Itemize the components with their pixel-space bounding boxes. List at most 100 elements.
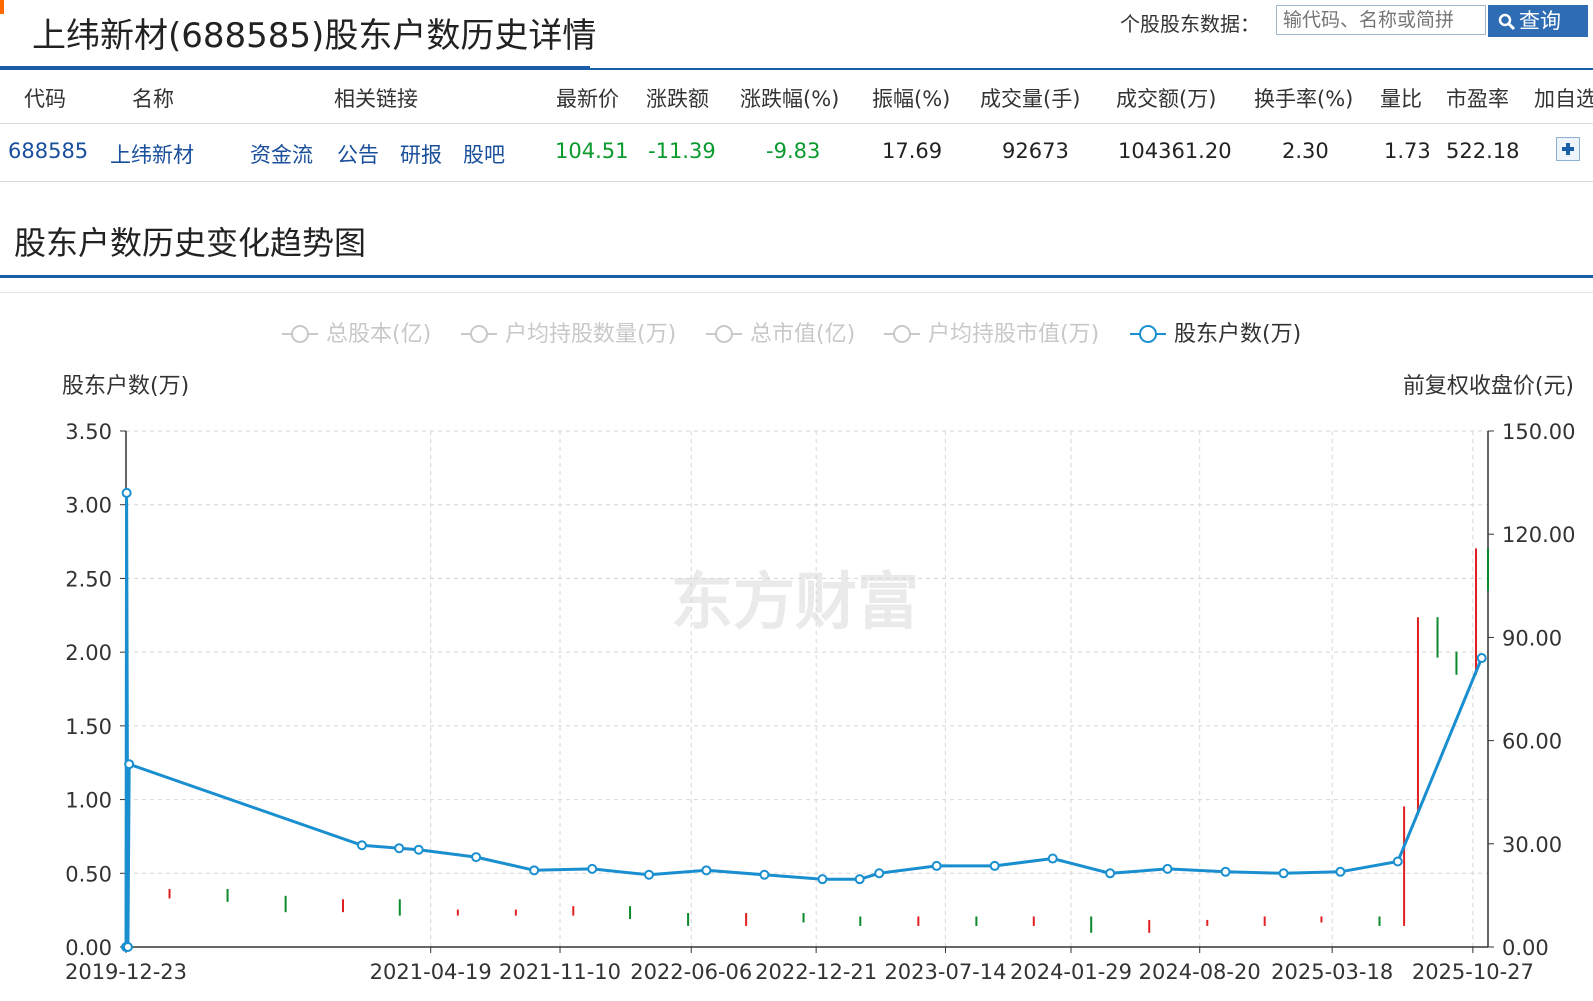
x-tick-label: 2021-04-19 xyxy=(370,960,492,984)
add-watchlist-button[interactable] xyxy=(1556,137,1580,161)
cell-amplitude: 17.69 xyxy=(882,139,943,163)
shareholder-point xyxy=(356,840,367,851)
search-label: 个股股东数据： xyxy=(1120,12,1260,36)
header-volume: 成交量(手) xyxy=(980,87,1081,111)
shareholder-point xyxy=(817,874,828,885)
y-right-tick-label: 150.00 xyxy=(1502,420,1575,444)
shareholder-point xyxy=(413,844,424,855)
top-bar: 上纬新材(688585)股东户数历史详情 个股股东数据： 查询 xyxy=(0,0,1593,69)
legend-swatch-marker xyxy=(1139,325,1157,343)
cell-amount: 104361.20 xyxy=(1118,139,1232,163)
x-tick-label: 2019-12-23 xyxy=(65,960,187,984)
link-research[interactable]: 研报 xyxy=(400,143,442,167)
link-forum[interactable]: 股吧 xyxy=(463,143,505,167)
chart-container: 东方财富 0.00 0.50 1.00 1.50 2.00 2.50 3.00 3.50 0.00… xyxy=(0,292,1593,1001)
header-change-pct: 涨跌幅(%) xyxy=(740,87,840,111)
shareholder-point xyxy=(587,863,598,874)
shareholder-point xyxy=(1105,868,1116,879)
shareholder-point xyxy=(1335,866,1346,877)
search-button[interactable]: 查询 xyxy=(1488,5,1588,37)
shareholder-point xyxy=(121,487,132,498)
search-input[interactable] xyxy=(1276,5,1486,35)
shareholder-point xyxy=(471,852,482,863)
shareholder-point xyxy=(1047,853,1058,864)
shareholder-point xyxy=(1476,653,1487,664)
link-announcements[interactable]: 公告 xyxy=(337,143,379,167)
shareholder-point xyxy=(1278,868,1289,879)
y-right-tick-label: 0.00 xyxy=(1502,936,1549,960)
y-right-tick-label: 30.00 xyxy=(1502,833,1562,857)
header-code: 代码 xyxy=(24,87,66,111)
cell-code[interactable]: 688585 xyxy=(8,139,89,163)
shareholder-point xyxy=(701,865,712,876)
y-left-tick-label: 2.00 xyxy=(65,641,112,665)
legend-item: 总股本(亿) xyxy=(326,322,431,347)
shareholder-point xyxy=(1392,856,1403,867)
x-tick-label: 2024-08-20 xyxy=(1139,960,1261,984)
y-left-tick-label: 3.50 xyxy=(65,420,112,444)
cell-turnover: 2.30 xyxy=(1282,139,1329,163)
y-left-axis-label: 股东户数(万) xyxy=(62,374,189,399)
header-pe: 市盈率 xyxy=(1446,87,1509,111)
x-tick-label: 2025-03-18 xyxy=(1271,960,1393,984)
shareholder-point xyxy=(1162,863,1173,874)
legend-item: 股东户数(万) xyxy=(1174,322,1301,347)
watermark-text: 东方财富 xyxy=(671,565,919,638)
shareholder-point xyxy=(989,860,1000,871)
header-name: 名称 xyxy=(132,87,174,111)
x-tick-label: 2022-12-21 xyxy=(755,960,877,984)
table-header: 代码 名称 相关链接 最新价 涨跌额 涨跌幅(%) 振幅(%) 成交量(手) 成… xyxy=(0,68,1593,124)
header-change: 涨跌额 xyxy=(646,87,709,111)
header-watchlist: 加自选 xyxy=(1534,87,1593,111)
page-title: 上纬新材(688585)股东户数历史详情 xyxy=(32,16,597,56)
y-left-tick-label: 0.00 xyxy=(65,936,112,960)
y-right-tick-label: 120.00 xyxy=(1502,523,1575,547)
shareholder-chart: 东方财富 0.00 0.50 1.00 1.50 2.00 2.50 3.00 3.50 0.00… xyxy=(62,322,1575,984)
y-left-tick-label: 1.00 xyxy=(65,789,112,813)
chart-section-title: 股东户数历史变化趋势图 xyxy=(14,224,367,262)
shareholder-line xyxy=(124,492,1484,948)
shareholder-point xyxy=(854,874,865,885)
header-links: 相关链接 xyxy=(334,87,418,111)
legend-item: 户均持股数量(万) xyxy=(505,322,676,347)
shareholder-point xyxy=(759,869,770,880)
cell-volume: 92673 xyxy=(1002,139,1069,163)
x-tick-label: 2021-11-10 xyxy=(499,960,621,984)
cell-name[interactable]: 上纬新材 xyxy=(110,143,194,167)
y-left-tick-label: 0.50 xyxy=(65,862,112,886)
shareholder-point xyxy=(1220,866,1231,877)
header-amount: 成交额(万) xyxy=(1116,87,1217,111)
cell-price: 104.51 xyxy=(555,139,629,163)
legend-swatch-marker xyxy=(893,325,911,343)
legend-item: 总市值(亿) xyxy=(750,322,855,347)
y-left-tick-label: 3.00 xyxy=(65,494,112,518)
header-volume-ratio: 量比 xyxy=(1380,87,1422,111)
cell-change-pct: -9.83 xyxy=(766,139,821,163)
title-underline xyxy=(0,66,590,69)
shareholder-point xyxy=(643,869,654,880)
legend-swatch-marker xyxy=(715,325,733,343)
y-left-tick-label: 1.50 xyxy=(65,715,112,739)
cell-change: -11.39 xyxy=(648,139,716,163)
section-underline xyxy=(0,275,1593,278)
shareholder-point xyxy=(874,868,885,879)
shareholder-point xyxy=(122,942,133,952)
y-left-tick-label: 2.50 xyxy=(65,567,112,591)
shareholder-point xyxy=(394,843,405,854)
x-tick-label: 2024-01-29 xyxy=(1010,960,1132,984)
header-amplitude: 振幅(%) xyxy=(872,87,951,111)
x-tick-label: 2025-10-27 xyxy=(1412,960,1534,984)
search-button-label: 查询 xyxy=(1519,9,1561,33)
link-fund-flow[interactable]: 资金流 xyxy=(250,143,313,167)
x-tick-label: 2023-07-14 xyxy=(884,960,1006,984)
y-right-axis-label: 前复权收盘价(元) xyxy=(1403,374,1574,399)
shareholder-point xyxy=(529,865,540,876)
legend-swatch-marker xyxy=(470,325,488,343)
y-right-tick-label: 90.00 xyxy=(1502,626,1562,650)
search-icon xyxy=(1498,13,1516,31)
shareholder-point xyxy=(931,860,942,871)
y-right-tick-label: 60.00 xyxy=(1502,730,1562,754)
legend-swatch-marker xyxy=(291,325,309,343)
header-price: 最新价 xyxy=(556,87,619,111)
legend-item: 户均持股市值(万) xyxy=(928,322,1099,347)
